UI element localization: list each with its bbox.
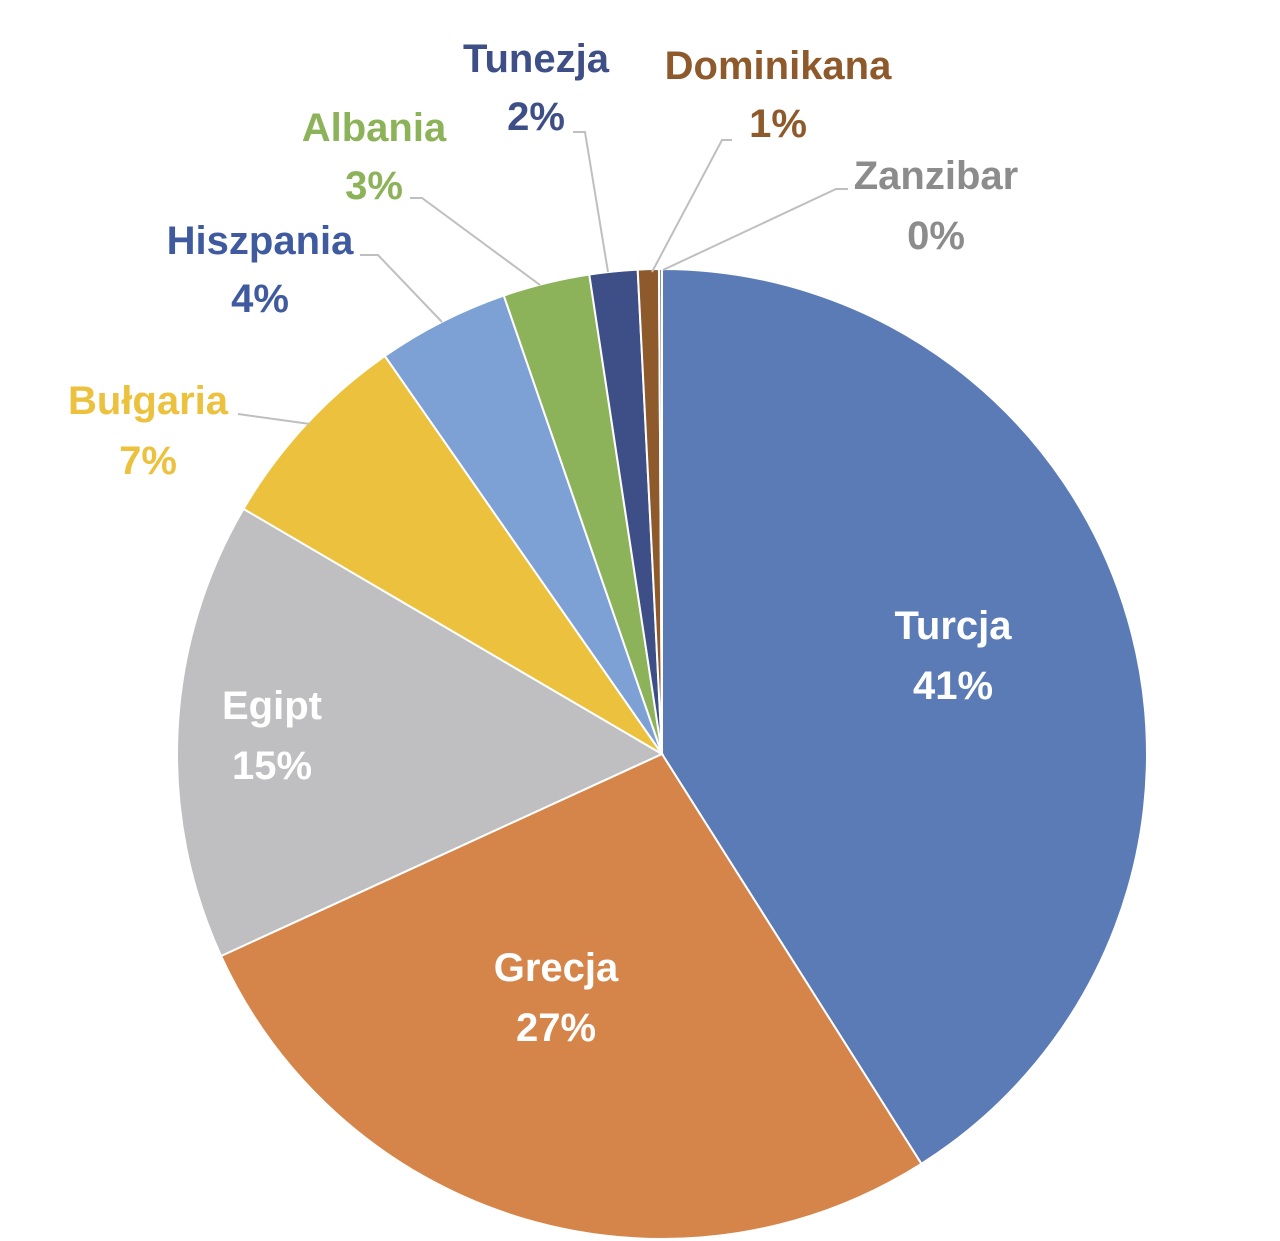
slice-label-albania: Albania 3%	[302, 106, 447, 208]
slice-percent-label: 41%	[913, 664, 993, 708]
pie-slice-turcja	[661, 267, 1148, 1166]
slice-label-grecja: Grecja 27%	[494, 946, 619, 1050]
slice-label-turcja: Turcja 41%	[894, 604, 1012, 708]
leader-line-albania	[410, 197, 541, 286]
slice-name-label: Bułgaria	[68, 379, 229, 423]
slice-name-label: Turcja	[894, 604, 1012, 648]
pie-slice-zanzibar	[657, 267, 663, 755]
slice-name-label: Tunezja	[463, 37, 610, 81]
leader-line-tunezja	[573, 131, 609, 273]
slice-percent-label: 27%	[516, 1006, 596, 1050]
slice-name-label: Hiszpania	[167, 219, 354, 263]
slice-label-zanzibar: Zanzibar 0%	[854, 154, 1018, 258]
slice-percent-label: 15%	[232, 744, 312, 788]
slice-percent-label: 4%	[231, 277, 289, 321]
slice-label-hiszpania: Hiszpania 4%	[167, 219, 354, 321]
slice-label-dominikana: Dominikana 1%	[665, 44, 892, 146]
leader-line-hiszpania	[360, 254, 443, 323]
labels-layer: Turcja 41% Grecja 27% Egipt 15% Bułgaria 7% Hisz…	[68, 37, 1018, 1050]
slice-label-egipt: Egipt 15%	[222, 684, 322, 788]
pie-slice-egipt	[176, 507, 665, 958]
slice-name-label: Zanzibar	[854, 154, 1018, 198]
slice-percent-label: 3%	[345, 164, 403, 208]
leader-lines-layer	[237, 131, 848, 425]
slices-layer	[176, 267, 1148, 1240]
slice-name-label: Grecja	[494, 946, 619, 990]
leader-line-dominikana	[651, 139, 732, 273]
slice-percent-label: 0%	[907, 214, 965, 258]
slice-percent-label: 7%	[119, 439, 177, 483]
slice-name-label: Albania	[302, 106, 447, 150]
pie-slice-bułgaria	[242, 354, 663, 755]
slice-name-label: Egipt	[222, 684, 322, 728]
slice-percent-label: 1%	[749, 102, 807, 146]
slice-percent-label: 2%	[507, 95, 565, 139]
slice-label-bułgaria: Bułgaria 7%	[68, 379, 229, 483]
pie-slice-grecja	[219, 752, 923, 1240]
slice-label-tunezja: Tunezja 2%	[463, 37, 610, 139]
leader-line-zanzibar	[662, 188, 848, 271]
leader-line-bułgaria	[237, 413, 311, 425]
slice-name-label: Dominikana	[665, 44, 892, 88]
